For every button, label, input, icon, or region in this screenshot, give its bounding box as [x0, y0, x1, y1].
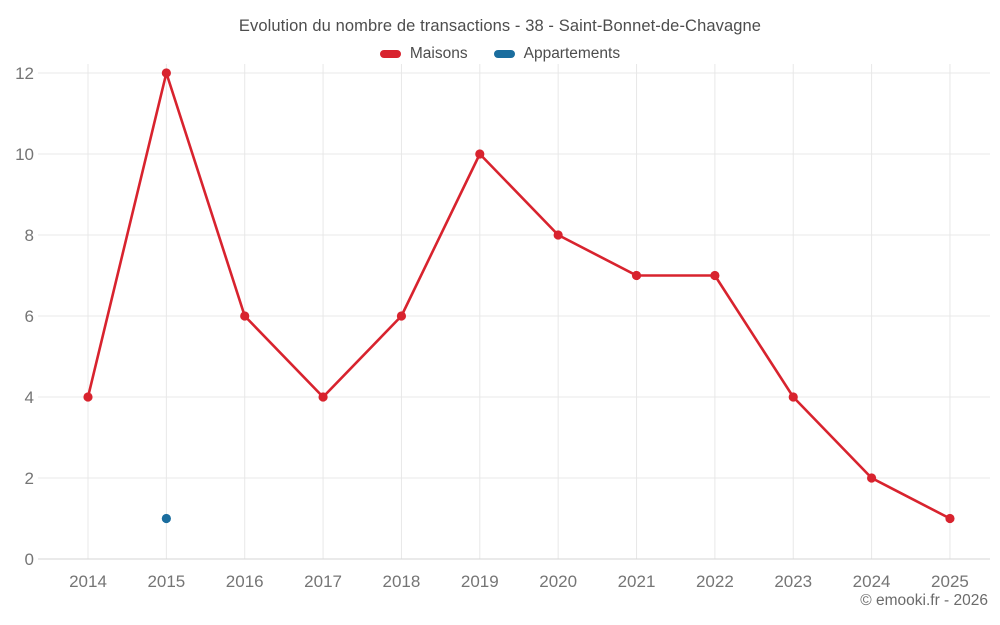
data-point-maisons-2020[interactable]: [553, 230, 563, 240]
x-tick-label-2020: 2020: [539, 572, 577, 591]
legend-swatch-maisons: [379, 50, 401, 58]
y-tick-label-10: 10: [15, 145, 34, 164]
data-point-maisons-2022[interactable]: [710, 270, 720, 281]
data-point-maisons-2018[interactable]: [396, 311, 407, 321]
x-tick-label-2025: 2025: [931, 572, 969, 591]
copyright-credit: © emooki.fr - 2026: [860, 592, 988, 609]
y-tick-label-0: 0: [25, 550, 34, 569]
data-point-maisons-2021[interactable]: [631, 270, 642, 281]
legend-label-appartements: Appartements: [523, 45, 621, 62]
legend-swatch-appartements: [493, 50, 515, 58]
legend-item-appartements[interactable]: Appartements: [493, 45, 621, 63]
x-tick-label-2022: 2022: [696, 572, 734, 591]
data-point-maisons-2019[interactable]: [475, 149, 485, 159]
x-tick-label-2019: 2019: [461, 572, 499, 591]
x-tick-label-2014: 2014: [69, 572, 107, 591]
data-point-maisons-2016[interactable]: [240, 311, 250, 321]
x-tick-label-2021: 2021: [618, 572, 656, 591]
y-tick-label-12: 12: [15, 64, 34, 83]
chart-legend: Maisons Appartements: [0, 45, 1000, 63]
y-tick-label-8: 8: [25, 226, 34, 245]
series-line-maisons: [86, 71, 952, 520]
data-point-maisons-2023[interactable]: [788, 392, 798, 402]
x-tick-label-2023: 2023: [774, 572, 812, 591]
chart-title: Evolution du nombre de transactions - 38…: [238, 17, 762, 35]
y-tick-label-2: 2: [25, 469, 34, 488]
x-tick-label-2024: 2024: [853, 572, 891, 591]
data-point-maisons-2017[interactable]: [318, 392, 328, 402]
x-tick-label-2018: 2018: [383, 572, 421, 591]
data-point-appartements-2015[interactable]: [161, 513, 171, 524]
x-tick-label-2017: 2017: [304, 572, 342, 591]
data-point-maisons-2024[interactable]: [867, 473, 877, 483]
data-point-maisons-2014[interactable]: [83, 392, 93, 402]
data-point-maisons-2015[interactable]: [161, 68, 171, 78]
data-point-maisons-2025[interactable]: [945, 513, 955, 524]
legend-item-maisons[interactable]: Maisons: [379, 45, 468, 63]
y-tick-label-4: 4: [25, 388, 34, 407]
legend-label-maisons: Maisons: [409, 45, 468, 62]
y-tick-label-6: 6: [25, 307, 34, 326]
x-tick-label-2015: 2015: [147, 572, 185, 591]
x-tick-label-2016: 2016: [226, 572, 264, 591]
